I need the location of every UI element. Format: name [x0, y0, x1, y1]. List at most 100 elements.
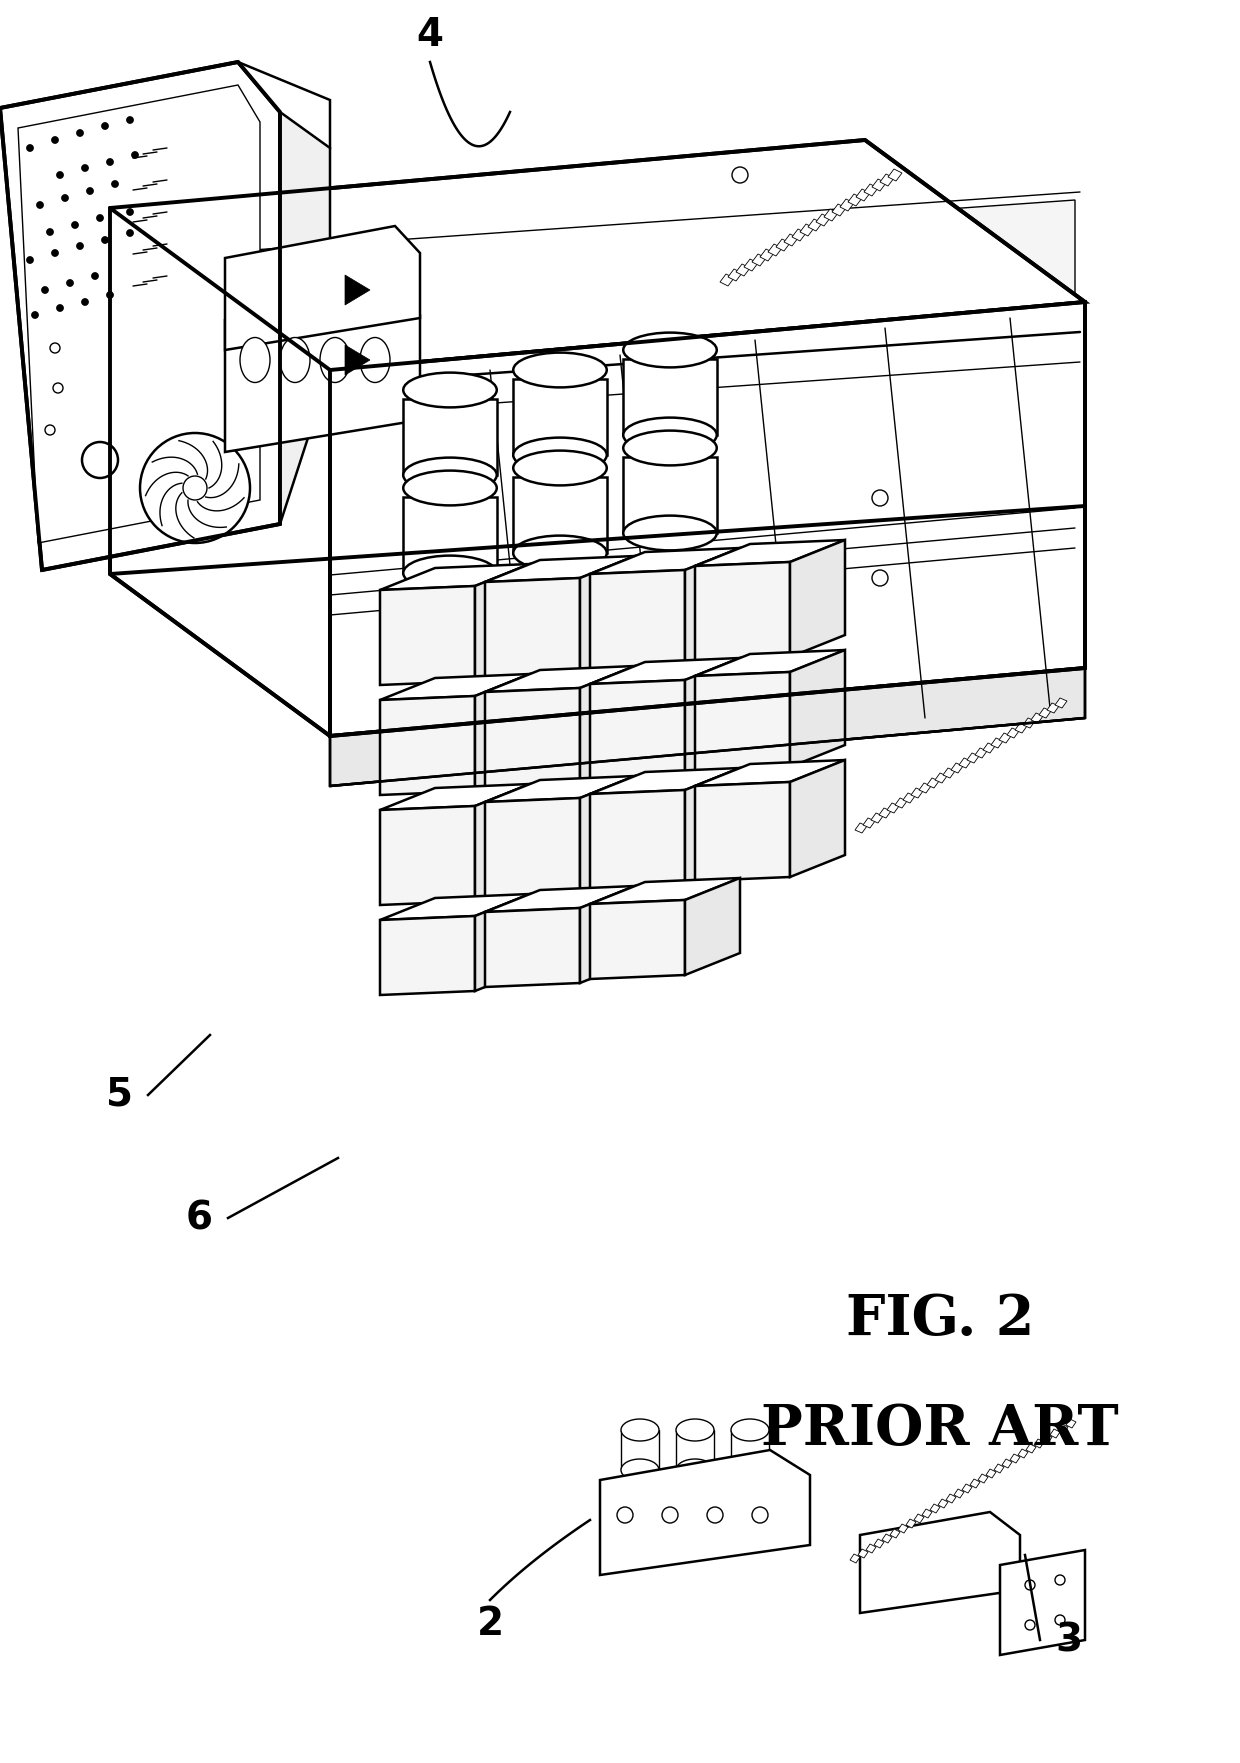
Circle shape: [97, 215, 103, 222]
Polygon shape: [580, 887, 635, 984]
Polygon shape: [485, 688, 580, 786]
Polygon shape: [951, 763, 963, 772]
Polygon shape: [485, 555, 635, 582]
Circle shape: [72, 222, 78, 229]
Circle shape: [41, 287, 48, 293]
Polygon shape: [994, 1463, 1004, 1474]
Circle shape: [872, 569, 888, 585]
Circle shape: [1025, 1580, 1035, 1590]
Ellipse shape: [676, 1460, 714, 1481]
Polygon shape: [345, 346, 370, 376]
Polygon shape: [839, 199, 854, 212]
Polygon shape: [880, 175, 894, 187]
Polygon shape: [991, 739, 1003, 748]
Polygon shape: [1030, 712, 1043, 723]
Text: 2: 2: [476, 1604, 503, 1643]
Circle shape: [107, 291, 114, 298]
Polygon shape: [590, 681, 684, 779]
Polygon shape: [975, 748, 987, 758]
Polygon shape: [694, 760, 844, 786]
Polygon shape: [403, 398, 497, 474]
Ellipse shape: [732, 1419, 769, 1440]
Circle shape: [57, 171, 63, 178]
Polygon shape: [590, 878, 740, 904]
Circle shape: [62, 194, 68, 201]
Ellipse shape: [513, 437, 606, 472]
Polygon shape: [887, 802, 899, 813]
Polygon shape: [694, 651, 844, 675]
Polygon shape: [768, 243, 782, 256]
Polygon shape: [1055, 698, 1066, 709]
Circle shape: [102, 122, 109, 129]
Polygon shape: [790, 539, 844, 658]
Polygon shape: [760, 249, 774, 261]
Circle shape: [140, 434, 250, 543]
Circle shape: [707, 1507, 723, 1523]
Ellipse shape: [624, 515, 717, 550]
Polygon shape: [694, 783, 790, 882]
Polygon shape: [379, 673, 529, 700]
Ellipse shape: [624, 418, 717, 453]
Polygon shape: [280, 113, 330, 524]
Polygon shape: [590, 548, 740, 575]
Circle shape: [47, 229, 53, 236]
Polygon shape: [986, 1469, 996, 1477]
Polygon shape: [832, 205, 846, 217]
Polygon shape: [858, 1550, 868, 1558]
Polygon shape: [751, 254, 766, 266]
Polygon shape: [1039, 709, 1052, 718]
Polygon shape: [790, 651, 844, 767]
Polygon shape: [590, 769, 740, 793]
Polygon shape: [890, 1529, 900, 1537]
Polygon shape: [19, 85, 260, 543]
Circle shape: [1055, 1615, 1065, 1625]
Circle shape: [82, 298, 88, 305]
Circle shape: [107, 159, 114, 166]
Ellipse shape: [403, 555, 497, 591]
Circle shape: [751, 1507, 768, 1523]
Polygon shape: [937, 1499, 949, 1507]
Polygon shape: [1011, 1454, 1021, 1463]
Polygon shape: [475, 673, 529, 792]
Polygon shape: [580, 666, 635, 783]
Polygon shape: [999, 1550, 1085, 1655]
Ellipse shape: [513, 536, 606, 571]
Polygon shape: [919, 783, 931, 793]
Polygon shape: [684, 548, 740, 665]
Polygon shape: [224, 226, 420, 351]
Circle shape: [26, 145, 33, 152]
Polygon shape: [513, 379, 606, 455]
Polygon shape: [485, 578, 580, 677]
Polygon shape: [379, 806, 475, 904]
Polygon shape: [864, 183, 878, 196]
Polygon shape: [942, 769, 955, 777]
Polygon shape: [1002, 1460, 1012, 1469]
Polygon shape: [970, 1479, 980, 1488]
Polygon shape: [874, 1539, 884, 1548]
Polygon shape: [866, 1544, 875, 1553]
Polygon shape: [580, 555, 635, 673]
Polygon shape: [776, 240, 790, 250]
Polygon shape: [856, 823, 867, 832]
Polygon shape: [849, 1553, 861, 1564]
Ellipse shape: [732, 1460, 769, 1481]
Polygon shape: [879, 807, 892, 818]
Polygon shape: [1042, 1433, 1052, 1442]
Polygon shape: [728, 270, 742, 280]
Polygon shape: [1050, 1430, 1060, 1439]
Polygon shape: [744, 259, 758, 272]
Circle shape: [112, 180, 119, 187]
Polygon shape: [967, 753, 980, 763]
Polygon shape: [403, 497, 497, 573]
Polygon shape: [872, 180, 887, 190]
Circle shape: [77, 129, 83, 136]
Polygon shape: [590, 658, 740, 684]
Polygon shape: [928, 777, 939, 788]
Text: PRIOR ART: PRIOR ART: [761, 1403, 1118, 1458]
Ellipse shape: [513, 451, 606, 485]
Polygon shape: [475, 564, 529, 681]
Polygon shape: [816, 213, 830, 226]
Circle shape: [618, 1507, 632, 1523]
Polygon shape: [898, 1523, 908, 1534]
Polygon shape: [737, 264, 750, 277]
